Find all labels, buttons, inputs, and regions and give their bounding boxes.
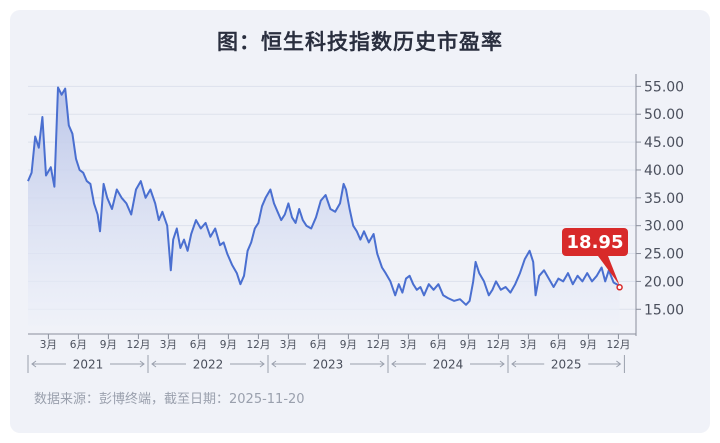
year-arrow-right (139, 360, 145, 368)
x-tick-label: 12月 (606, 339, 630, 351)
year-arrow-right (499, 360, 505, 368)
y-tick-label: 35.00 (644, 191, 684, 207)
x-tick-label: 12月 (126, 339, 150, 351)
callout-marker (616, 284, 623, 291)
y-tick-label: 45.00 (644, 135, 684, 151)
year-arrow-right (379, 360, 385, 368)
x-tick-label: 9月 (100, 339, 117, 351)
x-tick-label: 12月 (486, 339, 510, 351)
year-arrow-left (271, 360, 277, 368)
x-tick-label: 3月 (160, 339, 177, 351)
year-arrow-left (511, 360, 517, 368)
year-arrow-left (31, 360, 37, 368)
year-label: 2021 (73, 358, 104, 372)
x-tick-label: 9月 (220, 339, 237, 351)
x-tick-label: 9月 (340, 339, 357, 351)
y-tick-label: 15.00 (644, 302, 684, 318)
y-tick-label: 25.00 (644, 247, 684, 263)
x-tick-label: 3月 (280, 339, 297, 351)
y-tick-label: 30.00 (644, 219, 684, 235)
x-tick-label: 6月 (430, 339, 447, 351)
chart-title-container: 图：恒生科技指数历史市盈率 (0, 26, 720, 56)
callout-pointer (598, 256, 620, 286)
series-line (27, 86, 621, 306)
year-label: 2024 (433, 358, 464, 372)
x-tick-label: 9月 (580, 339, 597, 351)
x-tick-label: 9月 (460, 339, 477, 351)
x-tick-label: 6月 (190, 339, 207, 351)
y-tick-label: 40.00 (644, 163, 684, 179)
x-tick-label: 3月 (400, 339, 417, 351)
year-label: 2023 (313, 358, 344, 372)
x-tick-label: 12月 (246, 339, 270, 351)
x-tick-label: 12月 (366, 339, 390, 351)
x-tick-label: 6月 (310, 339, 327, 351)
year-arrow-right (259, 360, 265, 368)
y-tick-label: 55.00 (644, 79, 684, 95)
x-tick-label: 3月 (40, 339, 57, 351)
year-arrow-left (151, 360, 157, 368)
x-tick-label: 6月 (70, 339, 87, 351)
chart-title: 图：恒生科技指数历史市盈率 (211, 26, 509, 56)
x-tick-label: 6月 (550, 339, 567, 351)
year-label: 2022 (193, 358, 224, 372)
year-arrow-right (616, 360, 622, 368)
chart-title-text: 图：恒生科技指数历史市盈率 (217, 30, 503, 54)
year-arrow-left (391, 360, 397, 368)
x-tick-label: 3月 (520, 339, 537, 351)
y-tick-label: 20.00 (644, 274, 684, 290)
y-tick-label: 50.00 (644, 107, 684, 123)
series-area (28, 87, 620, 326)
callout-box (562, 228, 628, 256)
callout-value: 18.95 (567, 232, 624, 253)
year-label: 2025 (551, 358, 582, 372)
source-note: 数据来源：彭博终端，截至日期：2025-11-20 (34, 392, 305, 407)
